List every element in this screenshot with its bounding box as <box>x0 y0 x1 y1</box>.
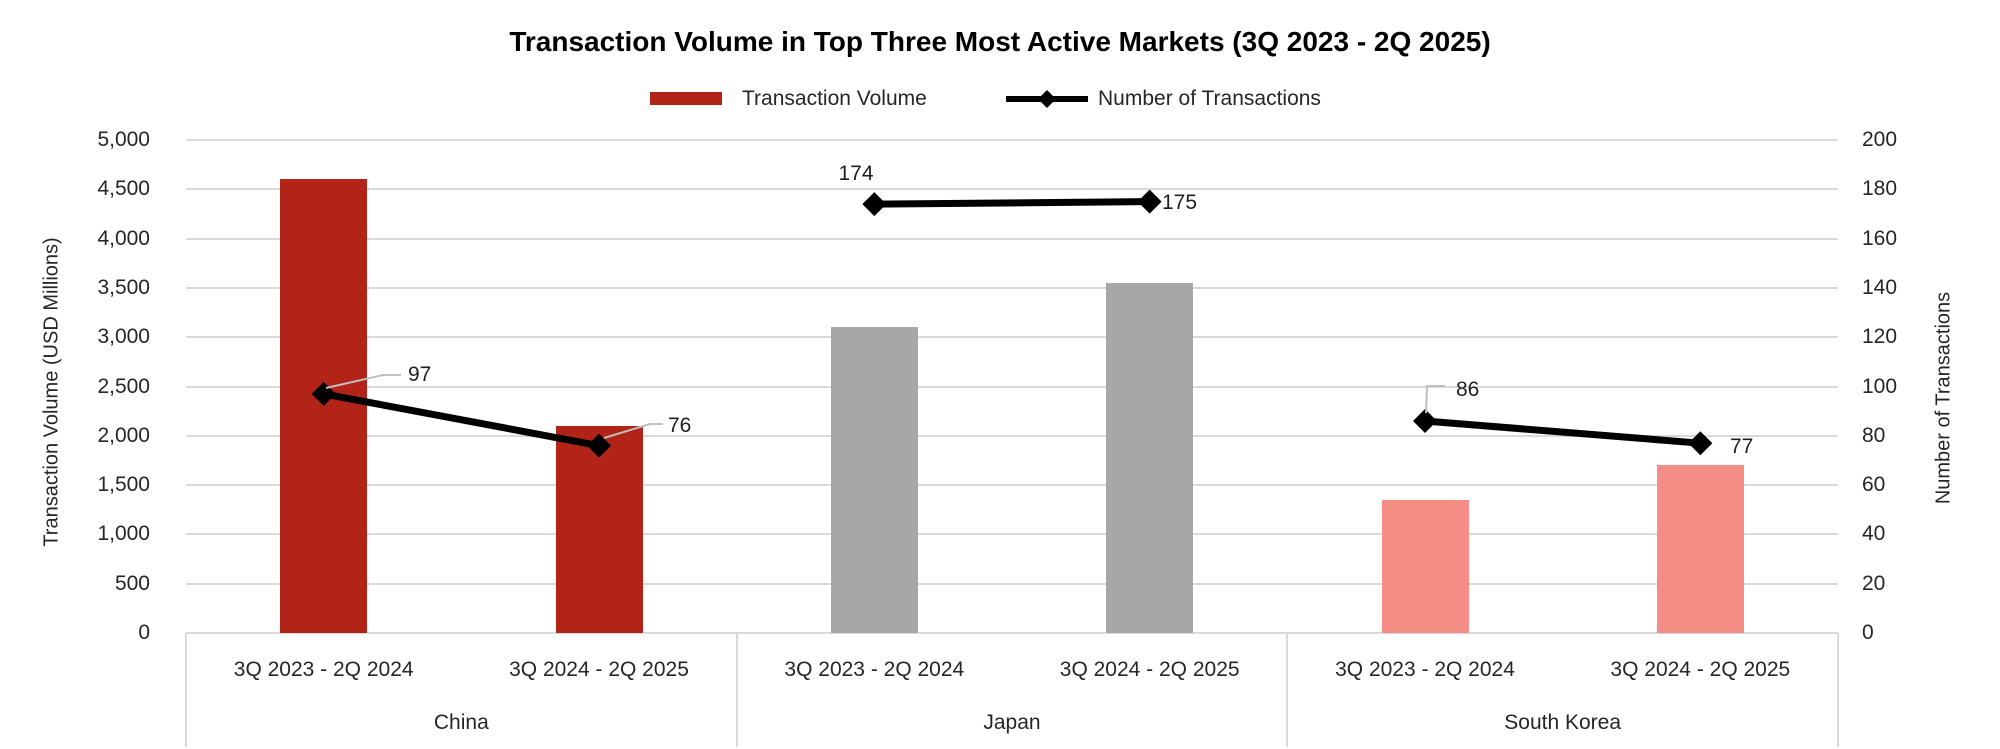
left-axis-tick: 4,500 <box>97 177 150 201</box>
right-axis-tick: 120 <box>1862 325 1898 349</box>
left-axis-tick: 0 <box>138 621 150 644</box>
category-label: 3Q 2024 - 2Q 2025 <box>1610 658 1791 681</box>
data-label-leader-line <box>603 423 663 439</box>
left-axis-tick: 2,500 <box>97 374 150 398</box>
diamond-marker <box>1688 431 1713 456</box>
gridline <box>186 582 1838 585</box>
line-segment-south-korea <box>1424 417 1701 447</box>
bar-south-korea-2 <box>1656 465 1744 633</box>
diamond-marker <box>311 381 336 406</box>
legend-line-swatch <box>1006 90 1088 108</box>
data-label-transactions: 86 <box>1456 378 1480 401</box>
category-label: 3Q 2023 - 2Q 2024 <box>1335 658 1515 681</box>
diamond-marker <box>587 433 611 458</box>
line-segment-japan <box>874 198 1150 208</box>
gridline <box>186 385 1838 388</box>
right-axis-tick: 80 <box>1862 423 1886 447</box>
gridline <box>186 484 1838 487</box>
axis-group-separator <box>1286 633 1289 747</box>
right-axis-tick: 40 <box>1862 522 1886 546</box>
legend-bar-swatch <box>650 92 722 105</box>
right-axis-tick: 160 <box>1862 226 1898 250</box>
legend-bar-label: Transaction Volume <box>742 87 927 110</box>
data-label-transactions: 76 <box>668 414 692 437</box>
bar-south-korea-1 <box>1381 499 1469 633</box>
gridline <box>186 188 1838 191</box>
category-label: 3Q 2023 - 2Q 2024 <box>233 658 414 681</box>
country-label: South Korea <box>1504 711 1622 734</box>
category-label: 3Q 2023 - 2Q 2024 <box>784 658 965 681</box>
gridline <box>186 139 1838 141</box>
bar-japan-2 <box>1106 282 1194 633</box>
left-axis-tick: 4,000 <box>97 226 150 250</box>
diamond-marker <box>1137 189 1162 214</box>
data-label-transactions: 175 <box>1162 191 1198 214</box>
axis-group-separator <box>185 633 187 747</box>
left-axis-tick: 2,000 <box>97 423 150 447</box>
right-axis-tick: 0 <box>1862 621 1874 644</box>
diamond-marker <box>1413 409 1437 434</box>
gridline <box>186 286 1838 289</box>
gridline <box>186 533 1838 536</box>
data-label-leader-line <box>325 374 401 389</box>
right-axis-tick: 140 <box>1862 275 1898 299</box>
right-axis-tick: 200 <box>1862 128 1898 151</box>
gridline <box>186 336 1838 339</box>
gridline <box>186 632 1838 634</box>
country-label: China <box>433 711 489 734</box>
data-label-leader-line <box>1425 385 1445 414</box>
left-axis-tick: 3,000 <box>97 325 150 349</box>
right-axis-tick: 180 <box>1862 177 1898 201</box>
left-axis-tick: 5,000 <box>97 128 150 151</box>
bar-china-2 <box>555 425 643 633</box>
line-segment-china <box>323 390 600 450</box>
chart-title: Transaction Volume in Top Three Most Act… <box>509 26 1491 57</box>
axis-group-separator <box>1837 633 1839 747</box>
left-axis-tick: 3,500 <box>97 275 150 299</box>
country-label: Japan <box>983 711 1041 734</box>
right-axis-tick: 20 <box>1862 571 1886 595</box>
legend-line-label: Number of Transactions <box>1098 87 1321 110</box>
data-label-transactions: 77 <box>1730 435 1754 458</box>
data-label-transactions: 174 <box>838 162 874 185</box>
left-axis-tick: 1,500 <box>97 473 150 497</box>
right-axis-tick: 60 <box>1862 473 1886 497</box>
gridline <box>186 434 1838 437</box>
gridline <box>186 237 1838 240</box>
left-axis-tick: 1,000 <box>97 522 150 546</box>
left-axis-tick: 500 <box>114 571 150 595</box>
right-axis-tick: 100 <box>1862 374 1898 398</box>
category-label: 3Q 2024 - 2Q 2025 <box>509 658 689 681</box>
axis-group-separator <box>735 633 738 747</box>
diamond-marker <box>862 192 887 217</box>
bar-china-1 <box>280 179 368 633</box>
bar-japan-1 <box>830 327 918 633</box>
data-label-transactions: 97 <box>408 363 432 386</box>
category-label: 3Q 2024 - 2Q 2025 <box>1059 658 1240 681</box>
